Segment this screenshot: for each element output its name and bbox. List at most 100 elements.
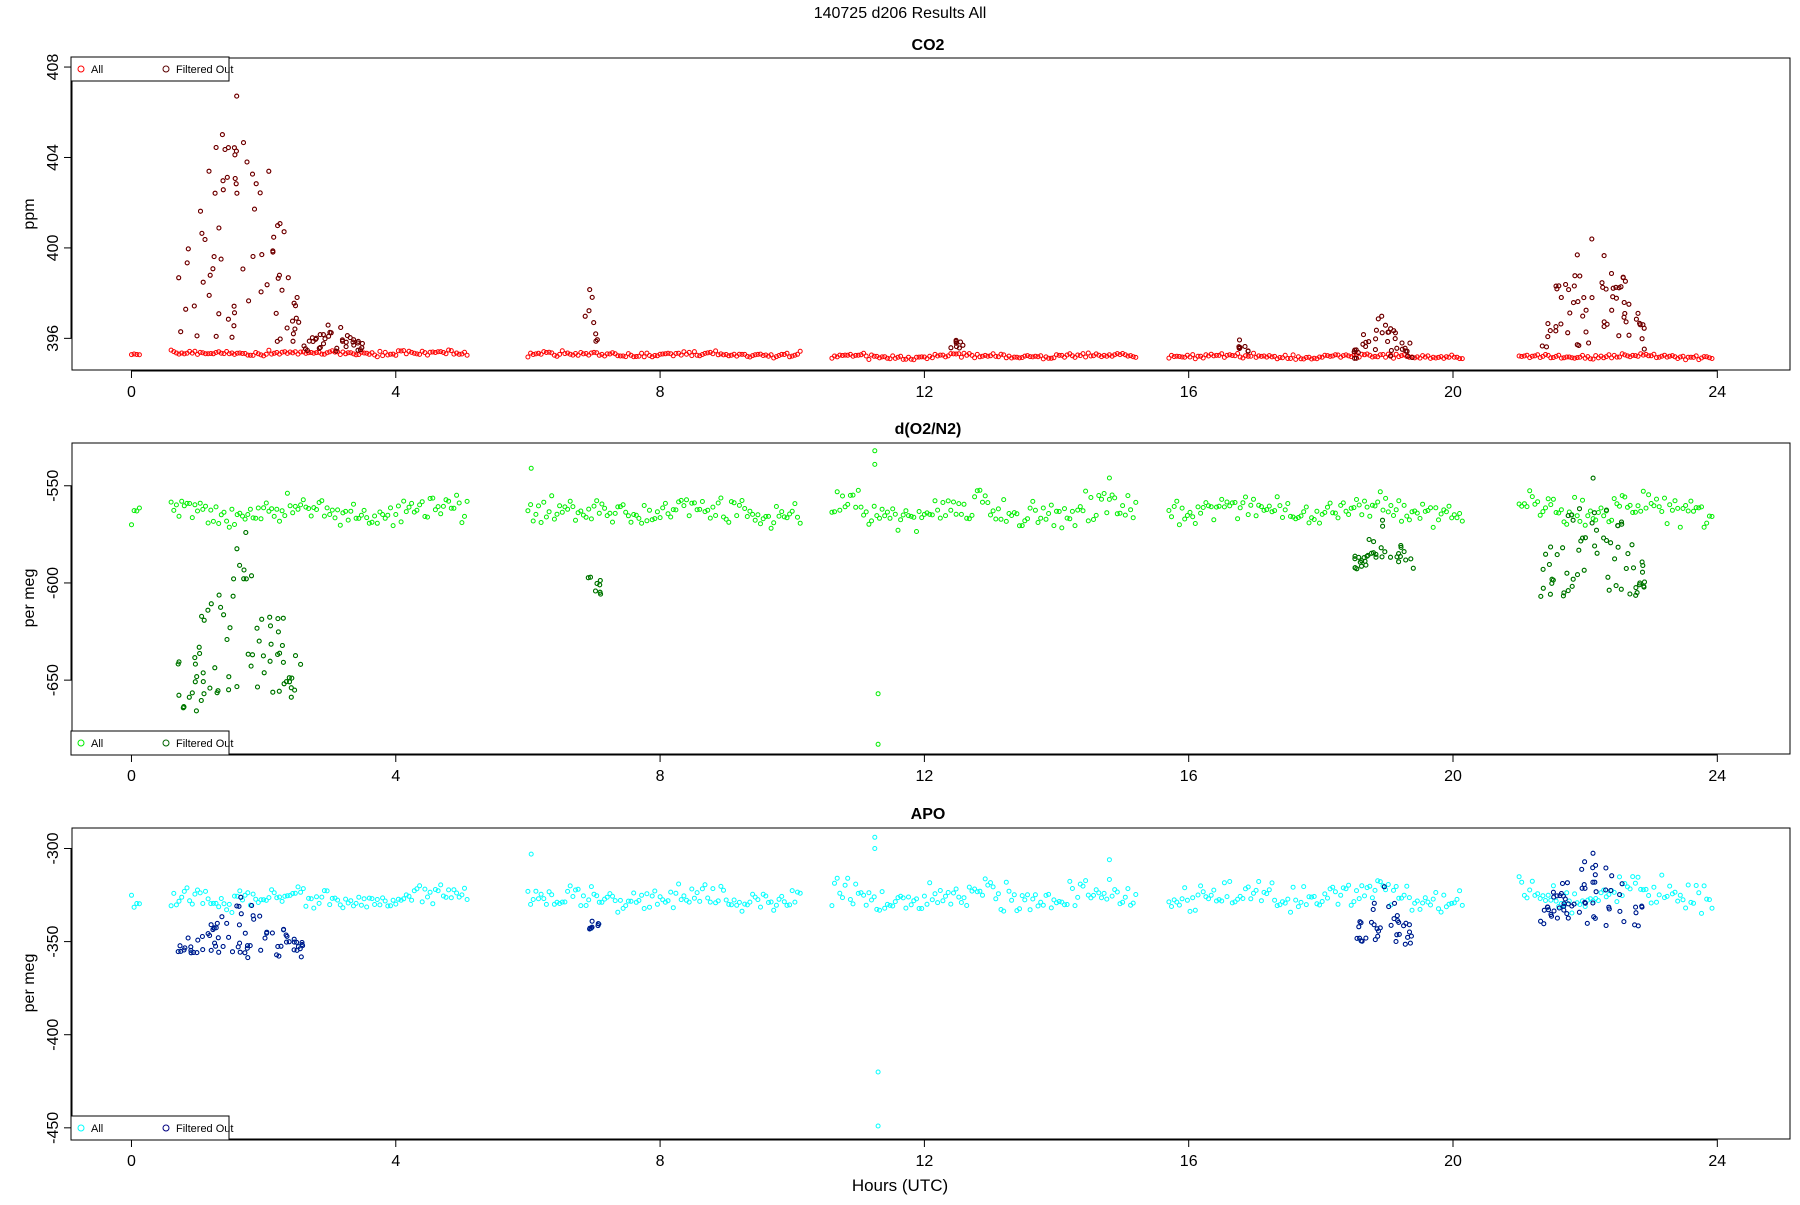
filtered-point: [1538, 918, 1544, 924]
filtered-point: [1606, 906, 1612, 912]
data-point: [432, 350, 438, 355]
data-point: [464, 352, 470, 358]
legend-box: [70, 730, 230, 756]
data-point: [422, 886, 428, 892]
filtered-point: [334, 345, 340, 351]
data-point: [292, 890, 298, 896]
filtered-point: [291, 947, 297, 953]
filtered-point: [316, 345, 322, 351]
data-point: [1298, 356, 1304, 362]
filtered-point: [205, 931, 211, 937]
data-point: [1030, 896, 1036, 902]
data-point: [401, 498, 407, 504]
legend-label: Filtered Out: [176, 1123, 233, 1135]
data-point: [1243, 353, 1248, 359]
data-point: [237, 888, 243, 894]
data-point: [255, 351, 261, 357]
outlier-point: [872, 461, 878, 467]
filtered-point: [198, 698, 204, 703]
data-point: [750, 511, 756, 517]
data-point: [956, 351, 962, 357]
data-point: [570, 504, 576, 510]
filtered-point: [357, 347, 363, 353]
data-point: [1032, 892, 1038, 898]
filtered-point: [1372, 347, 1378, 353]
data-point: [1683, 357, 1689, 363]
data-point: [253, 515, 259, 521]
filtered-point: [954, 344, 959, 350]
data-point: [1693, 505, 1699, 511]
data-point: [993, 353, 999, 359]
data-point: [1258, 353, 1264, 359]
filtered-point: [589, 918, 595, 924]
panel-o2n2: d(O2/N2) per meg 0 4 8 12 16 20 24-550-600-650…: [21, 421, 1791, 785]
data-point: [348, 350, 354, 356]
filtered-point: [1576, 909, 1582, 915]
data-point: [1274, 356, 1280, 362]
data-point: [343, 351, 349, 357]
data-point: [1035, 354, 1041, 360]
data-point: [1351, 505, 1357, 511]
data-point: [382, 515, 388, 521]
filtered-point: [1382, 549, 1388, 555]
data-point: [1574, 513, 1580, 519]
data-point: [1648, 900, 1654, 906]
filtered-point: [230, 949, 235, 955]
filtered-point: [317, 332, 323, 338]
data-point: [874, 513, 880, 519]
data-point: [1662, 495, 1667, 501]
y-tick-label: -650: [45, 664, 62, 696]
data-point: [538, 351, 544, 357]
data-point: [173, 350, 179, 356]
data-point: [728, 499, 734, 505]
data-point: [1203, 500, 1209, 506]
data-point: [562, 899, 568, 905]
data-point: [1122, 512, 1128, 518]
data-point: [1566, 354, 1572, 360]
data-point: [1543, 505, 1548, 511]
data-point: [953, 886, 959, 892]
data-point: [226, 351, 232, 357]
data-point: [956, 894, 962, 900]
filtered-point: [237, 949, 243, 955]
data-point: [1532, 353, 1538, 359]
data-point: [964, 903, 970, 908]
data-point: [919, 354, 925, 360]
data-point: [1664, 521, 1670, 527]
data-point: [419, 899, 425, 905]
data-point: [684, 497, 689, 503]
data-point: [1174, 353, 1180, 359]
data-point: [1200, 505, 1206, 510]
data-point: [1422, 895, 1428, 901]
data-point: [641, 906, 647, 911]
filtered-point: [1357, 935, 1363, 941]
data-point: [1195, 892, 1201, 898]
filtered-point: [1626, 332, 1632, 338]
data-point: [319, 498, 325, 504]
data-point: [229, 910, 235, 915]
data-point: [1385, 509, 1391, 515]
data-point: [1422, 354, 1428, 360]
data-point: [1638, 508, 1644, 514]
data-point: [1701, 883, 1707, 889]
data-point: [974, 488, 980, 494]
data-point: [459, 520, 465, 526]
data-point: [1667, 353, 1673, 359]
data-point: [747, 899, 753, 905]
data-point: [855, 352, 861, 358]
filtered-point: [1408, 933, 1414, 939]
data-point: [1606, 892, 1612, 897]
data-point: [1396, 895, 1402, 901]
filtered-point: [280, 659, 286, 665]
filtered-point: [1352, 553, 1358, 559]
y-tick-label: 400: [45, 234, 62, 261]
data-point: [697, 353, 703, 359]
data-point: [546, 509, 552, 515]
data-point: [1377, 352, 1383, 358]
data-point: [1566, 898, 1572, 904]
filtered-point: [291, 936, 297, 942]
data-point: [734, 902, 740, 908]
data-point: [887, 515, 893, 521]
data-point: [1311, 355, 1317, 361]
data-point: [1227, 352, 1233, 358]
